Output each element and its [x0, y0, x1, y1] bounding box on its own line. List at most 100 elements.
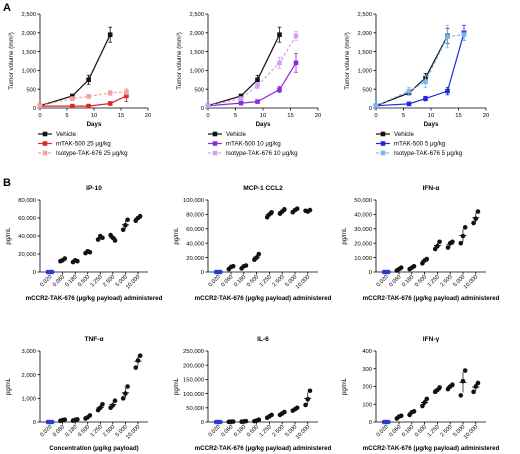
- category-group: [239, 418, 249, 425]
- legend-label: Isotype-TAK-676 25 μg/kg: [56, 150, 128, 157]
- series-2: [205, 53, 299, 109]
- data-point: [411, 409, 417, 414]
- y-tick-label: 3,000: [21, 349, 36, 355]
- legend-marker: [380, 150, 386, 156]
- data-point: [398, 265, 404, 270]
- y-tick-label: 50,000: [186, 406, 204, 412]
- category-group: [239, 263, 249, 271]
- x-tick-label: 10.000: [295, 274, 311, 290]
- data-point: [124, 93, 129, 99]
- x-tick-label: 20: [315, 113, 321, 119]
- x-tick-label: 5: [402, 113, 405, 119]
- y-tick-label: 500: [194, 87, 204, 93]
- x-tick-label: 10.000: [125, 274, 141, 290]
- x-axis-label: Days: [256, 121, 271, 128]
- legend-label: mTAK-500 10 μg/kg: [226, 141, 281, 148]
- data-point: [86, 77, 91, 83]
- category-group: [290, 405, 300, 413]
- category-group: [471, 380, 481, 395]
- y-tick-label: 80,000: [18, 198, 36, 204]
- chart-title: IL-6: [257, 336, 269, 343]
- y-tick-label: 40,000: [354, 213, 372, 219]
- legend-label: Vehicle: [394, 131, 415, 138]
- y-axis-label: Tumor volume (mm³): [8, 32, 15, 90]
- data-point: [218, 269, 223, 275]
- y-tick-label: 0: [369, 420, 372, 426]
- data-point: [277, 60, 282, 66]
- x-axis-label: mCCR2-TAK-676 (μg/kg payload) administer…: [363, 295, 500, 302]
- category-group: [95, 401, 105, 413]
- data-point: [70, 93, 75, 99]
- category-group: [58, 256, 68, 264]
- legend: Vehicle mTAK-500 10 μg/kg Isotype-TAK-676 …: [208, 131, 298, 157]
- category-group: [95, 233, 105, 242]
- legend: Vehicle mTAK-500 25 μg/kg Isotype-TAK-676 …: [38, 131, 128, 157]
- x-tick-label: 1.250: [427, 274, 441, 288]
- y-tick-label: 200,000: [183, 363, 204, 369]
- y-tick-label: 30,000: [354, 227, 372, 233]
- category-group: [252, 251, 262, 263]
- category-group: [303, 207, 313, 214]
- x-tick-label: 0.060: [388, 274, 402, 288]
- category-group: [108, 398, 118, 411]
- category-group: [420, 256, 430, 266]
- x-tick-label: 0.180: [401, 424, 415, 438]
- x-tick-label: 20: [483, 113, 489, 119]
- data-point: [471, 389, 476, 395]
- y-tick-label: 250,000: [183, 349, 204, 355]
- series-line: [39, 34, 111, 107]
- category-group: [45, 419, 55, 425]
- data-point: [125, 384, 130, 389]
- data-point: [70, 96, 75, 101]
- legend-marker: [42, 131, 48, 137]
- y-tick-label: 40,000: [18, 234, 36, 240]
- data-point: [460, 378, 466, 384]
- data-point: [303, 402, 308, 408]
- data-point: [305, 396, 311, 402]
- x-tick-label: 0.060: [220, 424, 234, 438]
- data-point: [424, 396, 430, 402]
- y-tick-label: 1,000: [357, 69, 372, 75]
- panel-letter-b: B: [3, 177, 11, 189]
- x-tick-label: 0.500: [246, 424, 260, 438]
- legend-marker: [380, 141, 386, 146]
- x-tick-label: 1.250: [427, 424, 441, 438]
- data-point: [255, 77, 260, 83]
- data-point: [471, 220, 476, 226]
- data-point: [137, 353, 143, 359]
- x-axis-label: mCCR2-TAK-676 (μg/kg payload) administer…: [26, 295, 163, 302]
- data-point: [422, 400, 427, 405]
- data-point: [120, 227, 126, 232]
- x-tick-label: 0.500: [414, 274, 428, 288]
- category-group: [445, 239, 455, 250]
- y-axis-label: pg/mL: [173, 227, 180, 245]
- x-tick-label: 0.500: [77, 424, 91, 438]
- data-point: [70, 103, 75, 109]
- x-axis-label: Concentration (μg/kg payload): [49, 445, 138, 452]
- x-axis-label: mCCR2-TAK-676 (μg/kg payload) administer…: [195, 295, 332, 302]
- x-tick-label: 20: [145, 113, 151, 119]
- x-tick-label: 2.500: [439, 424, 453, 438]
- y-tick-label: 0: [369, 106, 372, 112]
- category-group: [290, 206, 300, 215]
- y-tick-label: 200: [362, 385, 372, 391]
- category-group: [458, 225, 468, 246]
- data-point: [462, 225, 468, 230]
- x-tick-label: 10: [428, 113, 434, 119]
- y-tick-label: 40,000: [186, 241, 204, 247]
- x-tick-label: 1.250: [259, 274, 273, 288]
- legend-marker: [212, 131, 218, 137]
- data-point: [423, 79, 428, 84]
- category-group: [226, 419, 236, 425]
- dot-chart-4: TNF-α 0 1,000 2,000 3,000 0.0200.0600.1800.50…: [5, 336, 148, 452]
- category-group: [471, 209, 481, 226]
- category-group: [432, 239, 442, 252]
- data-point: [475, 209, 481, 214]
- y-tick-label: 400: [362, 349, 372, 355]
- x-tick-label: 1.250: [90, 424, 104, 438]
- legend-marker: [42, 150, 48, 156]
- data-point: [37, 103, 43, 109]
- x-tick-label: 0.060: [388, 424, 402, 438]
- data-point: [123, 222, 128, 228]
